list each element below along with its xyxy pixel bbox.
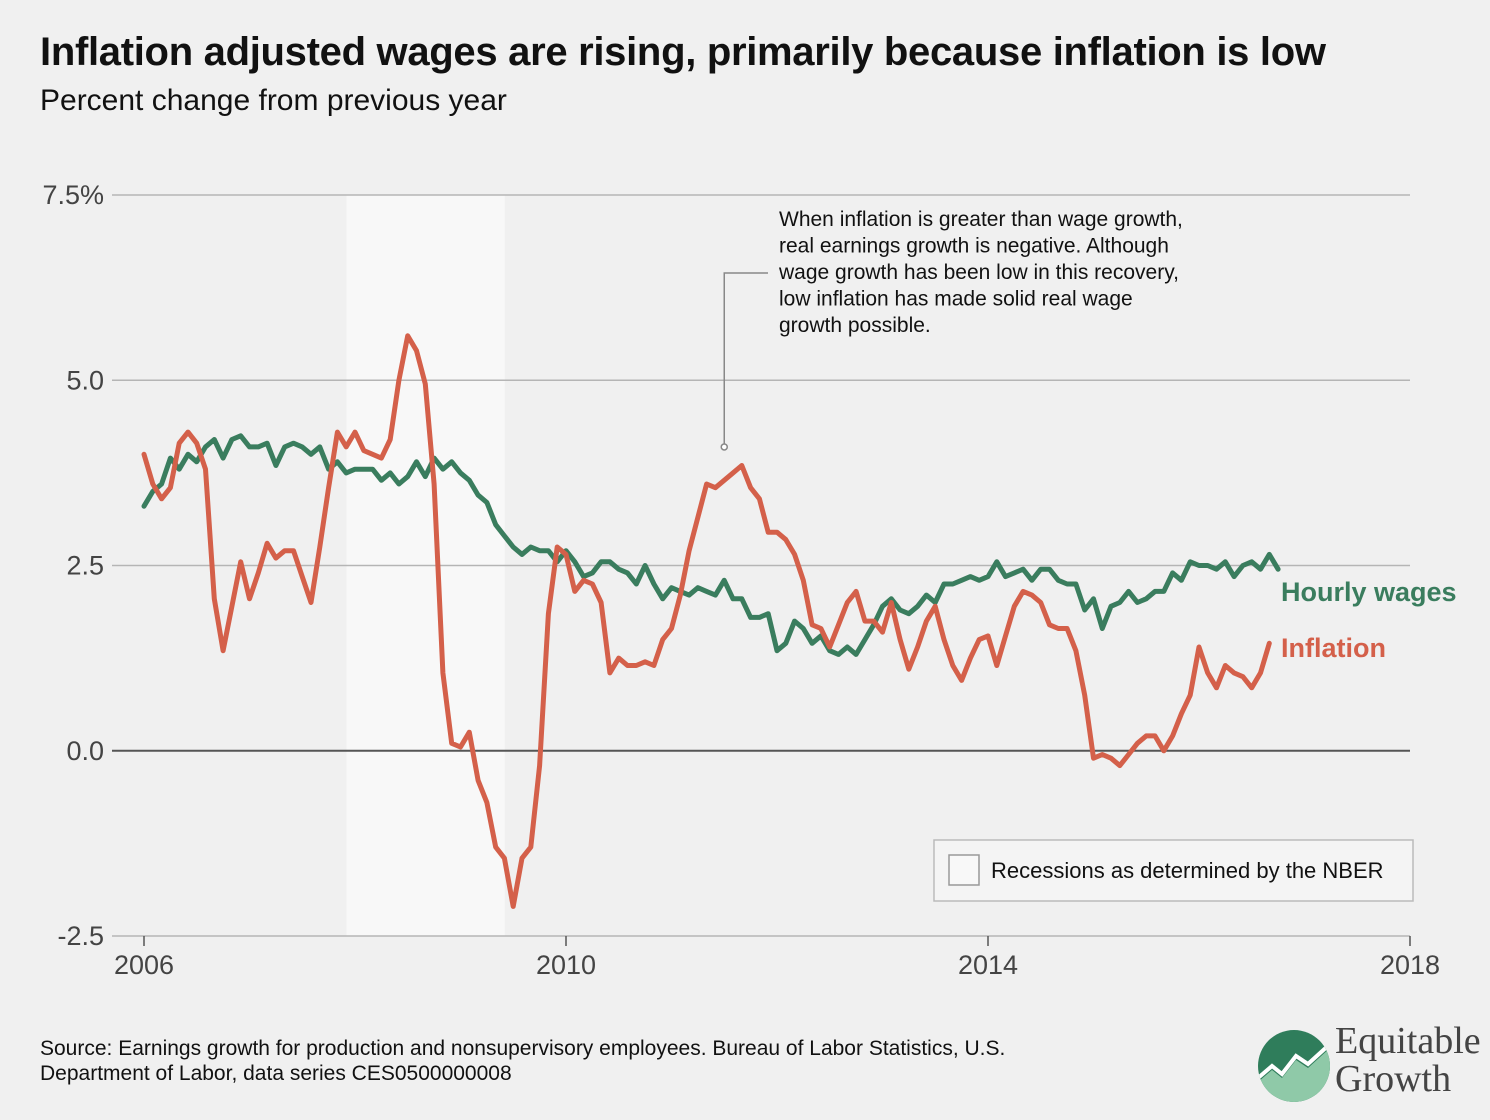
y-tick-label: -2.5: [57, 921, 104, 951]
y-tick-label: 2.5: [66, 551, 104, 581]
source-line-2: Department of Labor, data series CES0500…: [40, 1062, 512, 1085]
y-tick-label: 7.5%: [42, 180, 104, 210]
inflation-label: Inflation: [1281, 633, 1386, 663]
chart-title: Inflation adjusted wages are rising, pri…: [40, 30, 1326, 74]
annotation-text-line: low inflation has made solid real wage: [779, 288, 1133, 311]
source-line-1: Source: Earnings growth for production a…: [40, 1037, 1006, 1060]
x-tick-label: 2018: [1380, 950, 1440, 980]
rising-chart-logo-icon: [1258, 1030, 1330, 1102]
annotation-text-line: growth possible.: [779, 314, 931, 337]
annotation-text-line: wage growth has been low in this recover…: [778, 261, 1179, 284]
y-tick-label: 0.0: [66, 736, 104, 766]
inflation-line: [141, 333, 1272, 909]
x-tick-label: 2006: [114, 950, 174, 980]
annotation-text-line: real earnings growth is negative. Althou…: [779, 235, 1169, 258]
line-chart: -2.5 0.0 2.5 5.0 7.5% 2006 2010 2014 2018 Hourly …: [42, 180, 1457, 980]
logo-line-2: Growth: [1335, 1058, 1452, 1100]
source-note: Source: Earnings growth for production a…: [40, 1036, 1190, 1086]
x-tick-label: 2010: [536, 950, 596, 980]
legend-box: [933, 839, 1414, 902]
equitable-growth-logo: Equitable Growth: [1255, 1018, 1485, 1110]
legend-swatch: [948, 854, 980, 886]
hourly-wages-label: Hourly wages: [1281, 577, 1457, 607]
hourly-wages-line: [141, 433, 1281, 657]
y-tick-label: 5.0: [66, 365, 104, 395]
annotation-text-line: When inflation is greater than wage grow…: [779, 208, 1183, 231]
chart-subtitle: Percent change from previous year: [40, 84, 507, 117]
logo-line-1: Equitable: [1335, 1020, 1481, 1062]
x-tick-label: 2014: [958, 950, 1018, 980]
annotation-anchor-dot: [720, 443, 728, 451]
annotation-leader-line: [723, 272, 768, 447]
legend-label: Recessions as determined by the NBER: [991, 858, 1384, 883]
